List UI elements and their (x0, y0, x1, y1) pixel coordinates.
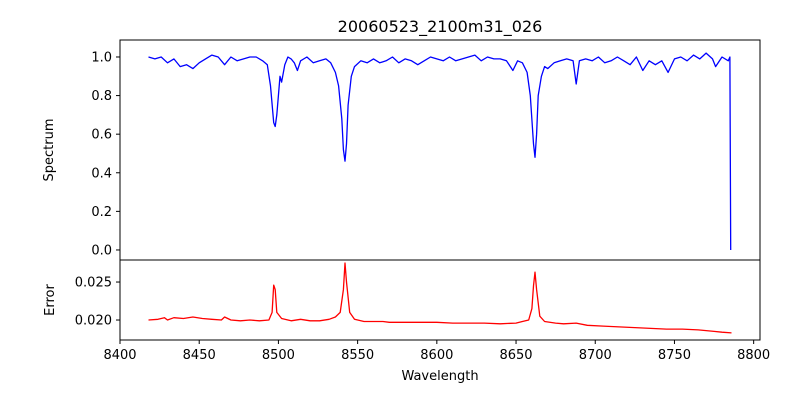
series-line-spectrum (148, 52, 732, 251)
x-tick-label: 8600 (420, 348, 453, 363)
x-tick-label: 8450 (183, 348, 216, 363)
y-axis-label-0: Spectrum (42, 119, 57, 182)
y-tick-label: 0.0 (91, 243, 112, 258)
y-tick-label: 0.025 (75, 276, 112, 291)
chart-title: 20060523_2100m31_026 (338, 17, 543, 37)
y-tick-label: 0.4 (91, 166, 112, 181)
x-tick-label: 8650 (499, 348, 532, 363)
x-tick-label: 8400 (103, 348, 136, 363)
x-tick-label: 8500 (262, 348, 295, 363)
x-tick-label: 8750 (658, 348, 691, 363)
y-tick-label: 0.2 (91, 205, 112, 220)
y-tick-label: 1.0 (91, 50, 112, 65)
y-tick-label: 0.8 (91, 89, 112, 104)
x-axis-label: Wavelength (401, 369, 478, 384)
series-line-error (148, 262, 732, 334)
axes-frame-1 (119, 259, 761, 341)
y-tick-label: 0.6 (91, 128, 112, 143)
y-axis-label-1: Error (43, 284, 58, 316)
x-tick-label: 8700 (579, 348, 612, 363)
axes-frame-0 (119, 39, 761, 261)
x-tick-label: 8550 (341, 348, 374, 363)
x-tick-label: 8800 (737, 348, 770, 363)
y-tick-label: 0.020 (75, 314, 112, 329)
